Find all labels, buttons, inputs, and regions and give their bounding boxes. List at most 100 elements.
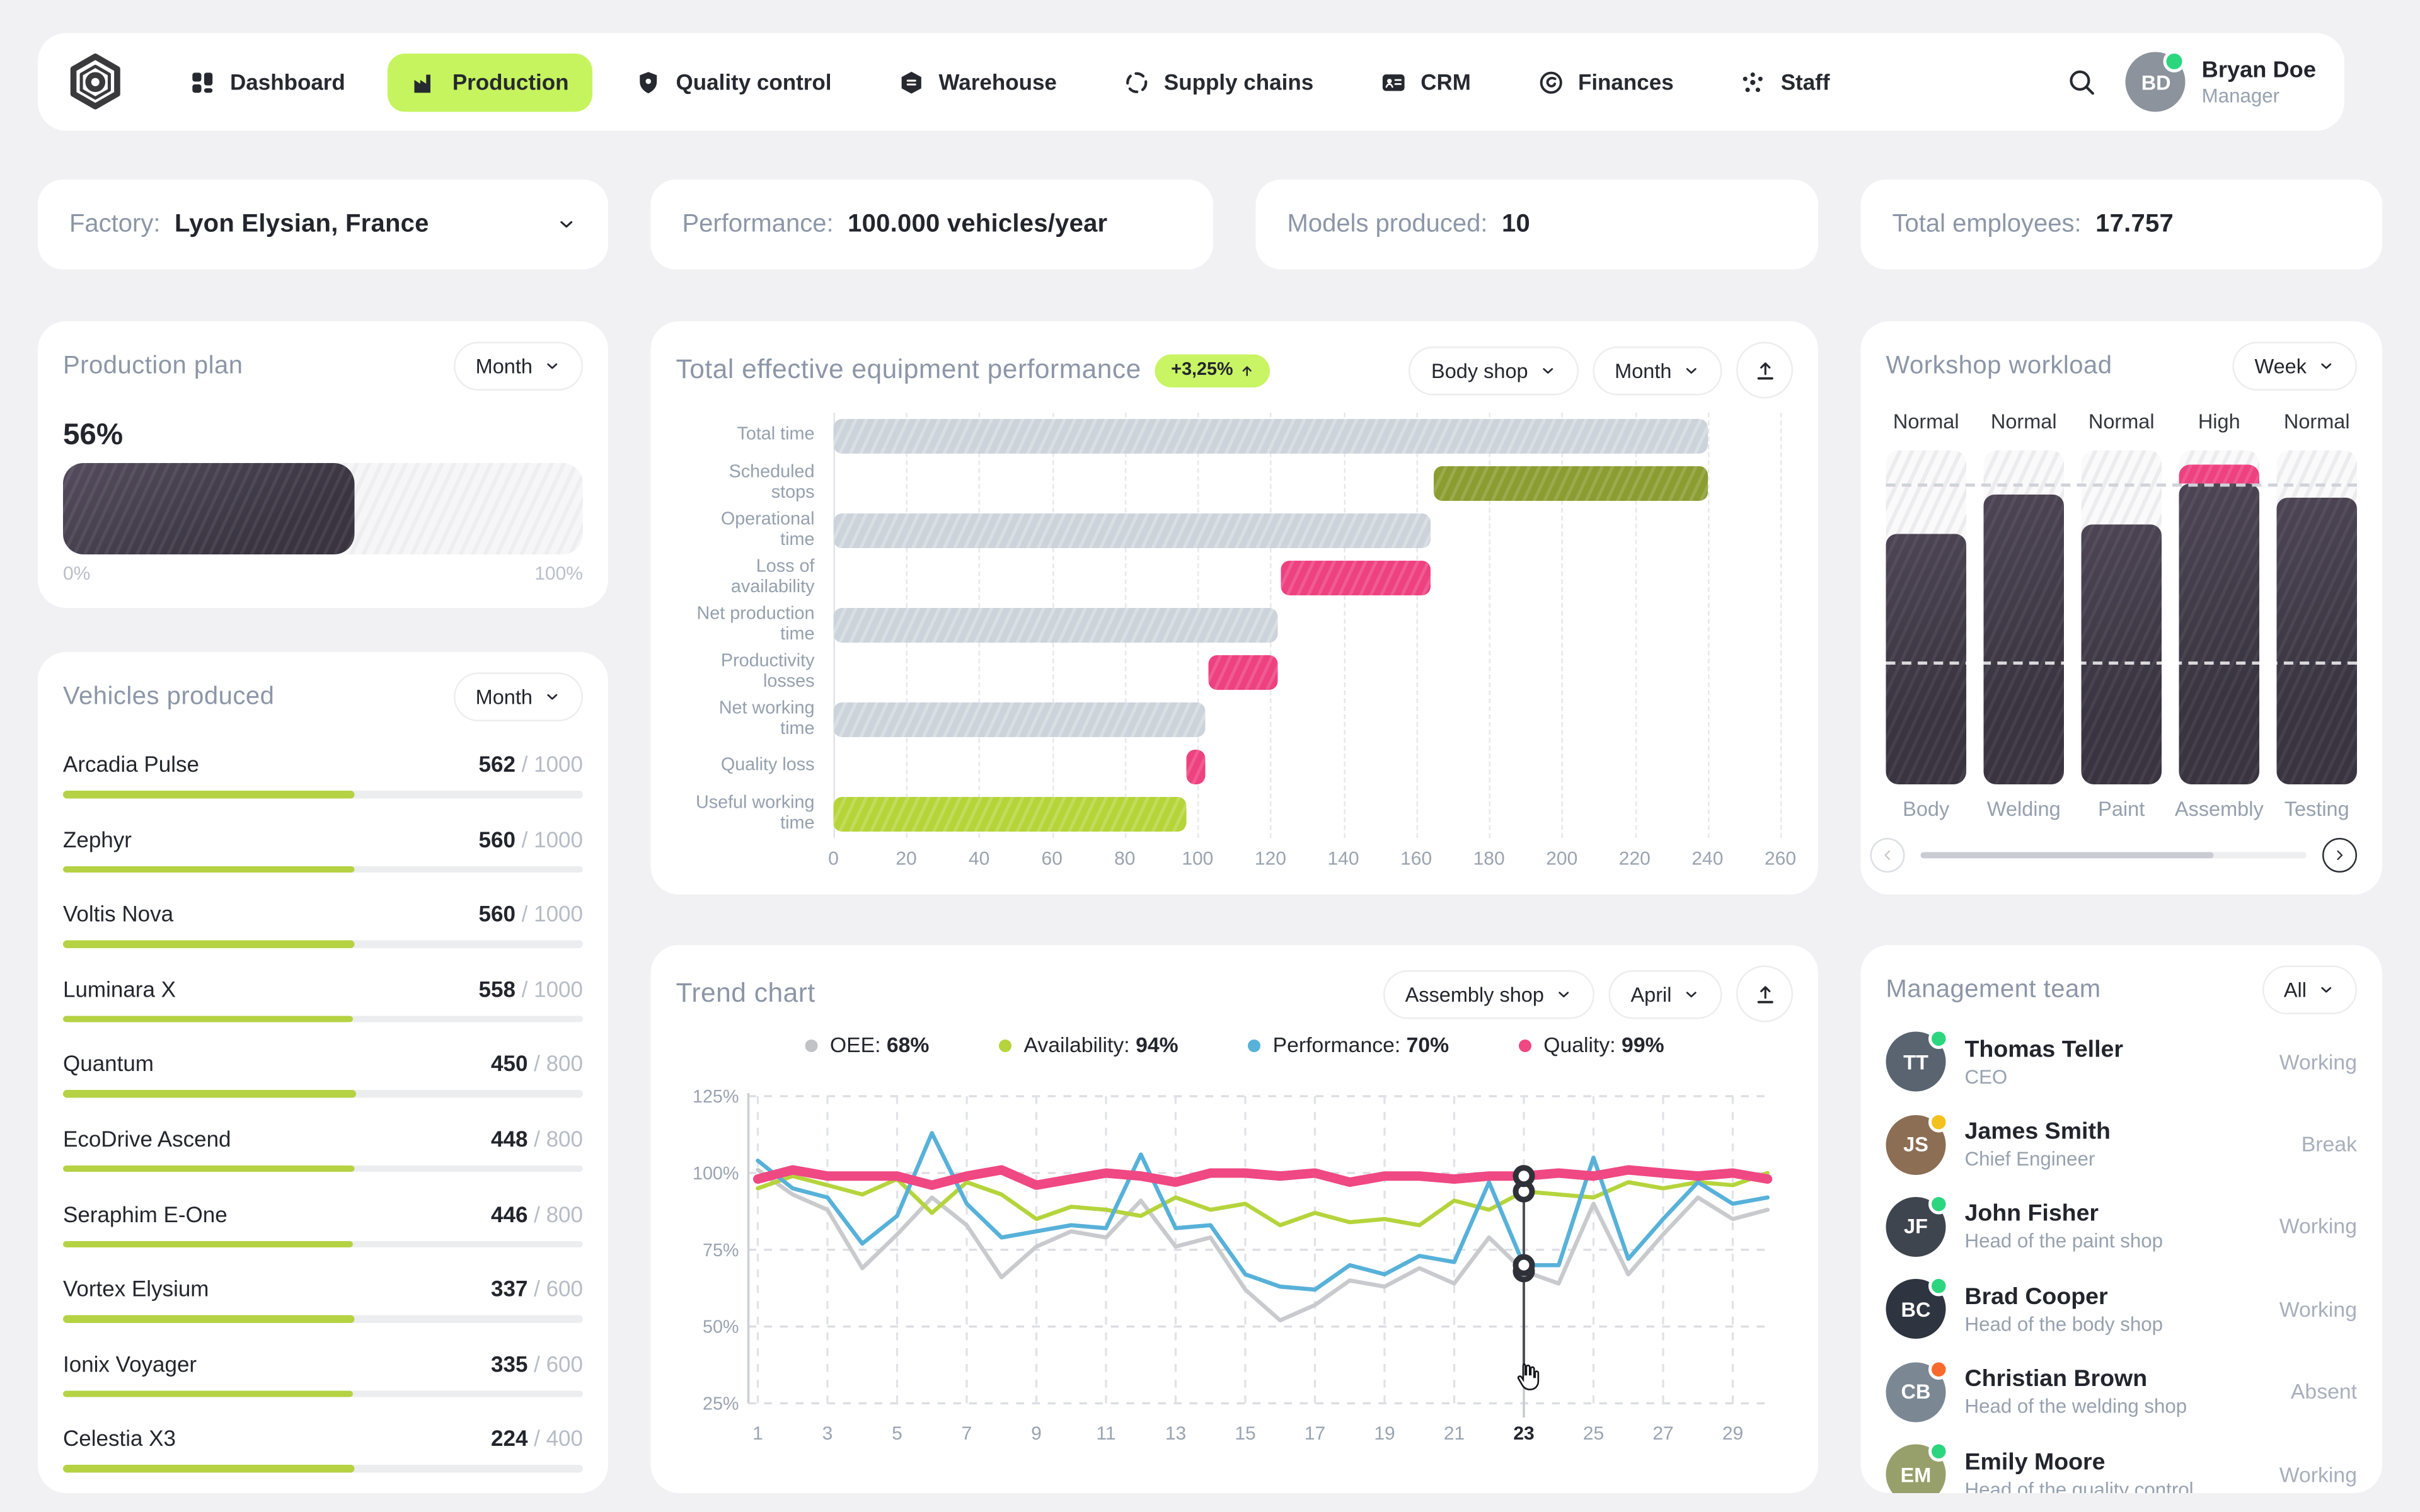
vehicle-progress-fill xyxy=(63,791,355,798)
svg-text:13: 13 xyxy=(1165,1423,1186,1444)
team-member-row[interactable]: CB Christian Brown Head of the welding sho… xyxy=(1886,1351,2357,1433)
teep-category-label: Net working time xyxy=(718,699,815,739)
plan-progress-fill xyxy=(63,463,354,554)
teep-row: Loss of availability xyxy=(689,554,1781,602)
teep-shop-dropdown[interactable]: Body shop xyxy=(1409,345,1579,395)
team-member-row[interactable]: BC Brad Cooper Head of the body shop Workin… xyxy=(1886,1268,2357,1351)
team-member-row[interactable]: JF John Fisher Head of the paint shop Worki… xyxy=(1886,1186,2357,1268)
vehicle-name: Voltis Nova xyxy=(63,901,174,927)
member-role: Head of the paint shop xyxy=(1964,1230,2163,1253)
vehicles-period-dropdown[interactable]: Month xyxy=(453,672,583,721)
teep-bar-net-production-time xyxy=(833,608,1278,643)
stat-card-factory[interactable]: Factory: Lyon Elysian, France xyxy=(38,180,608,270)
teep-row: Net production time xyxy=(689,602,1781,649)
vehicle-progress-track xyxy=(63,865,583,873)
vehicle-count: 558 / 1000 xyxy=(478,976,583,1002)
vehicles-list: Arcadia Pulse 562 / 1000 Zephyr 560 / 1000 V… xyxy=(63,737,583,1477)
teep-x-axis: 0 20 40 60 80 100 120 140 160 180 200 220 240 260 xyxy=(828,847,1796,873)
team-member-row[interactable]: JS James Smith Chief Engineer Break xyxy=(1886,1103,2357,1186)
vehicle-count: 448 / 800 xyxy=(491,1126,583,1152)
nav-item-crm[interactable]: CRM xyxy=(1356,53,1495,112)
chevron-down-icon[interactable] xyxy=(556,214,577,235)
app-logo-icon[interactable] xyxy=(66,52,125,112)
team-list: TT Thomas Teller CEO Working JS James Smith Ch… xyxy=(1886,1021,2357,1493)
svg-text:11: 11 xyxy=(1096,1423,1115,1444)
nav-item-dashboard[interactable]: Dashboard xyxy=(166,53,369,112)
nav-item-label: CRM xyxy=(1420,69,1471,94)
export-icon xyxy=(1753,358,1777,382)
vehicle-progress-track xyxy=(63,1240,583,1248)
member-name: John Fisher xyxy=(1964,1201,2099,1228)
nav-item-warehouse[interactable]: Warehouse xyxy=(874,53,1080,112)
vehicle-row: Quantum 450 / 800 xyxy=(63,1037,583,1112)
vehicle-name: Seraphim E-One xyxy=(63,1201,228,1227)
nav-item-supply-chains[interactable]: Supply chains xyxy=(1099,53,1337,112)
stat-value: 10 xyxy=(1501,210,1530,238)
teep-export-button[interactable] xyxy=(1736,341,1793,399)
teep-bar-useful-working-time xyxy=(833,797,1187,832)
workload-column-testing: Normal Testing xyxy=(2276,410,2357,821)
search-icon[interactable] xyxy=(2066,66,2098,98)
workload-track xyxy=(1886,450,1966,784)
scrollbar-track[interactable] xyxy=(1920,852,2307,859)
user-name: Bryan Doe xyxy=(2201,57,2316,83)
teep-card: Total effective equipment performance +3… xyxy=(650,321,1818,895)
nav-item-finances[interactable]: Finances xyxy=(1513,53,1697,112)
scroll-right-button[interactable] xyxy=(2322,838,2357,873)
teep-axis-tick: 120 xyxy=(1254,847,1286,869)
vehicle-count: 560 / 1000 xyxy=(478,901,583,927)
trend-export-button[interactable] xyxy=(1736,965,1793,1022)
chevron-down-icon xyxy=(1539,362,1557,379)
nav-item-label: Quality control xyxy=(676,69,832,94)
svg-text:23: 23 xyxy=(1513,1423,1534,1444)
scroll-left-button[interactable] xyxy=(1870,838,1905,873)
stat-label: Factory: xyxy=(69,210,161,238)
nav-item-staff[interactable]: Staff xyxy=(1716,53,1853,112)
teep-category-label: Loss of availability xyxy=(730,557,815,597)
vehicle-name: Quantum xyxy=(63,1051,154,1077)
trend-period-dropdown[interactable]: April xyxy=(1608,969,1722,1019)
workload-category-label: Assembly xyxy=(2174,797,2264,821)
teep-row: Operational time xyxy=(689,507,1781,554)
vehicle-row: Arcadia Pulse 562 / 1000 xyxy=(63,737,583,812)
management-team-card: Management team All TT Thomas Teller CEO Wo… xyxy=(1860,945,2382,1493)
teep-category-label: Productivity losses xyxy=(720,651,815,692)
team-member-row[interactable]: TT Thomas Teller CEO Working xyxy=(1886,1021,2357,1103)
warehouse-icon xyxy=(898,69,925,96)
quality-icon xyxy=(635,69,662,96)
nav-item-production[interactable]: Production xyxy=(388,52,593,112)
teep-period-dropdown[interactable]: Month xyxy=(1593,345,1722,395)
teep-category-label: Quality loss xyxy=(720,756,815,776)
export-icon xyxy=(1753,982,1777,1006)
nav-item-label: Warehouse xyxy=(938,69,1057,94)
member-status-dot xyxy=(1928,1358,1949,1380)
workload-column-body: Normal Body xyxy=(1886,410,1966,821)
workshop-workload-card: Workshop workload Week Normal Body Normal W… xyxy=(1860,321,2382,895)
vehicle-row: Celestia X3 224 / 400 xyxy=(63,1412,583,1487)
vehicle-progress-track xyxy=(63,1015,583,1023)
vehicle-count: 560 / 1000 xyxy=(478,826,583,852)
card-title: Vehicles produced xyxy=(63,682,275,710)
trend-shop-dropdown[interactable]: Assembly shop xyxy=(1383,969,1594,1019)
user-menu[interactable]: BD Bryan Doe Manager xyxy=(2126,50,2316,112)
teep-category-label: Total time xyxy=(737,425,815,445)
member-info: Thomas Teller CEO xyxy=(1965,1036,2261,1088)
workload-period-dropdown[interactable]: Week xyxy=(2232,341,2357,391)
workload-track xyxy=(1983,450,2064,784)
member-status: Working xyxy=(2279,1215,2357,1239)
nav-item-quality-control[interactable]: Quality control xyxy=(611,53,855,112)
teep-bar-productivity-losses xyxy=(1208,655,1278,690)
svg-text:125%: 125% xyxy=(693,1087,739,1107)
team-member-row[interactable]: EM Emily Moore Head of the quality control… xyxy=(1886,1433,2357,1493)
svg-text:100%: 100% xyxy=(693,1164,739,1184)
team-filter-dropdown[interactable]: All xyxy=(2261,965,2357,1014)
stat-label: Total employees: xyxy=(1892,210,2082,238)
chevron-right-icon xyxy=(2332,847,2348,863)
teep-row: Net working time xyxy=(689,696,1781,743)
workload-status: Normal xyxy=(2283,410,2350,433)
scrollbar-thumb[interactable] xyxy=(1920,852,2214,859)
member-status-dot xyxy=(1928,1276,1949,1297)
plan-period-dropdown[interactable]: Month xyxy=(453,341,583,391)
legend-item-availability: Availability: 94% xyxy=(998,1033,1178,1057)
